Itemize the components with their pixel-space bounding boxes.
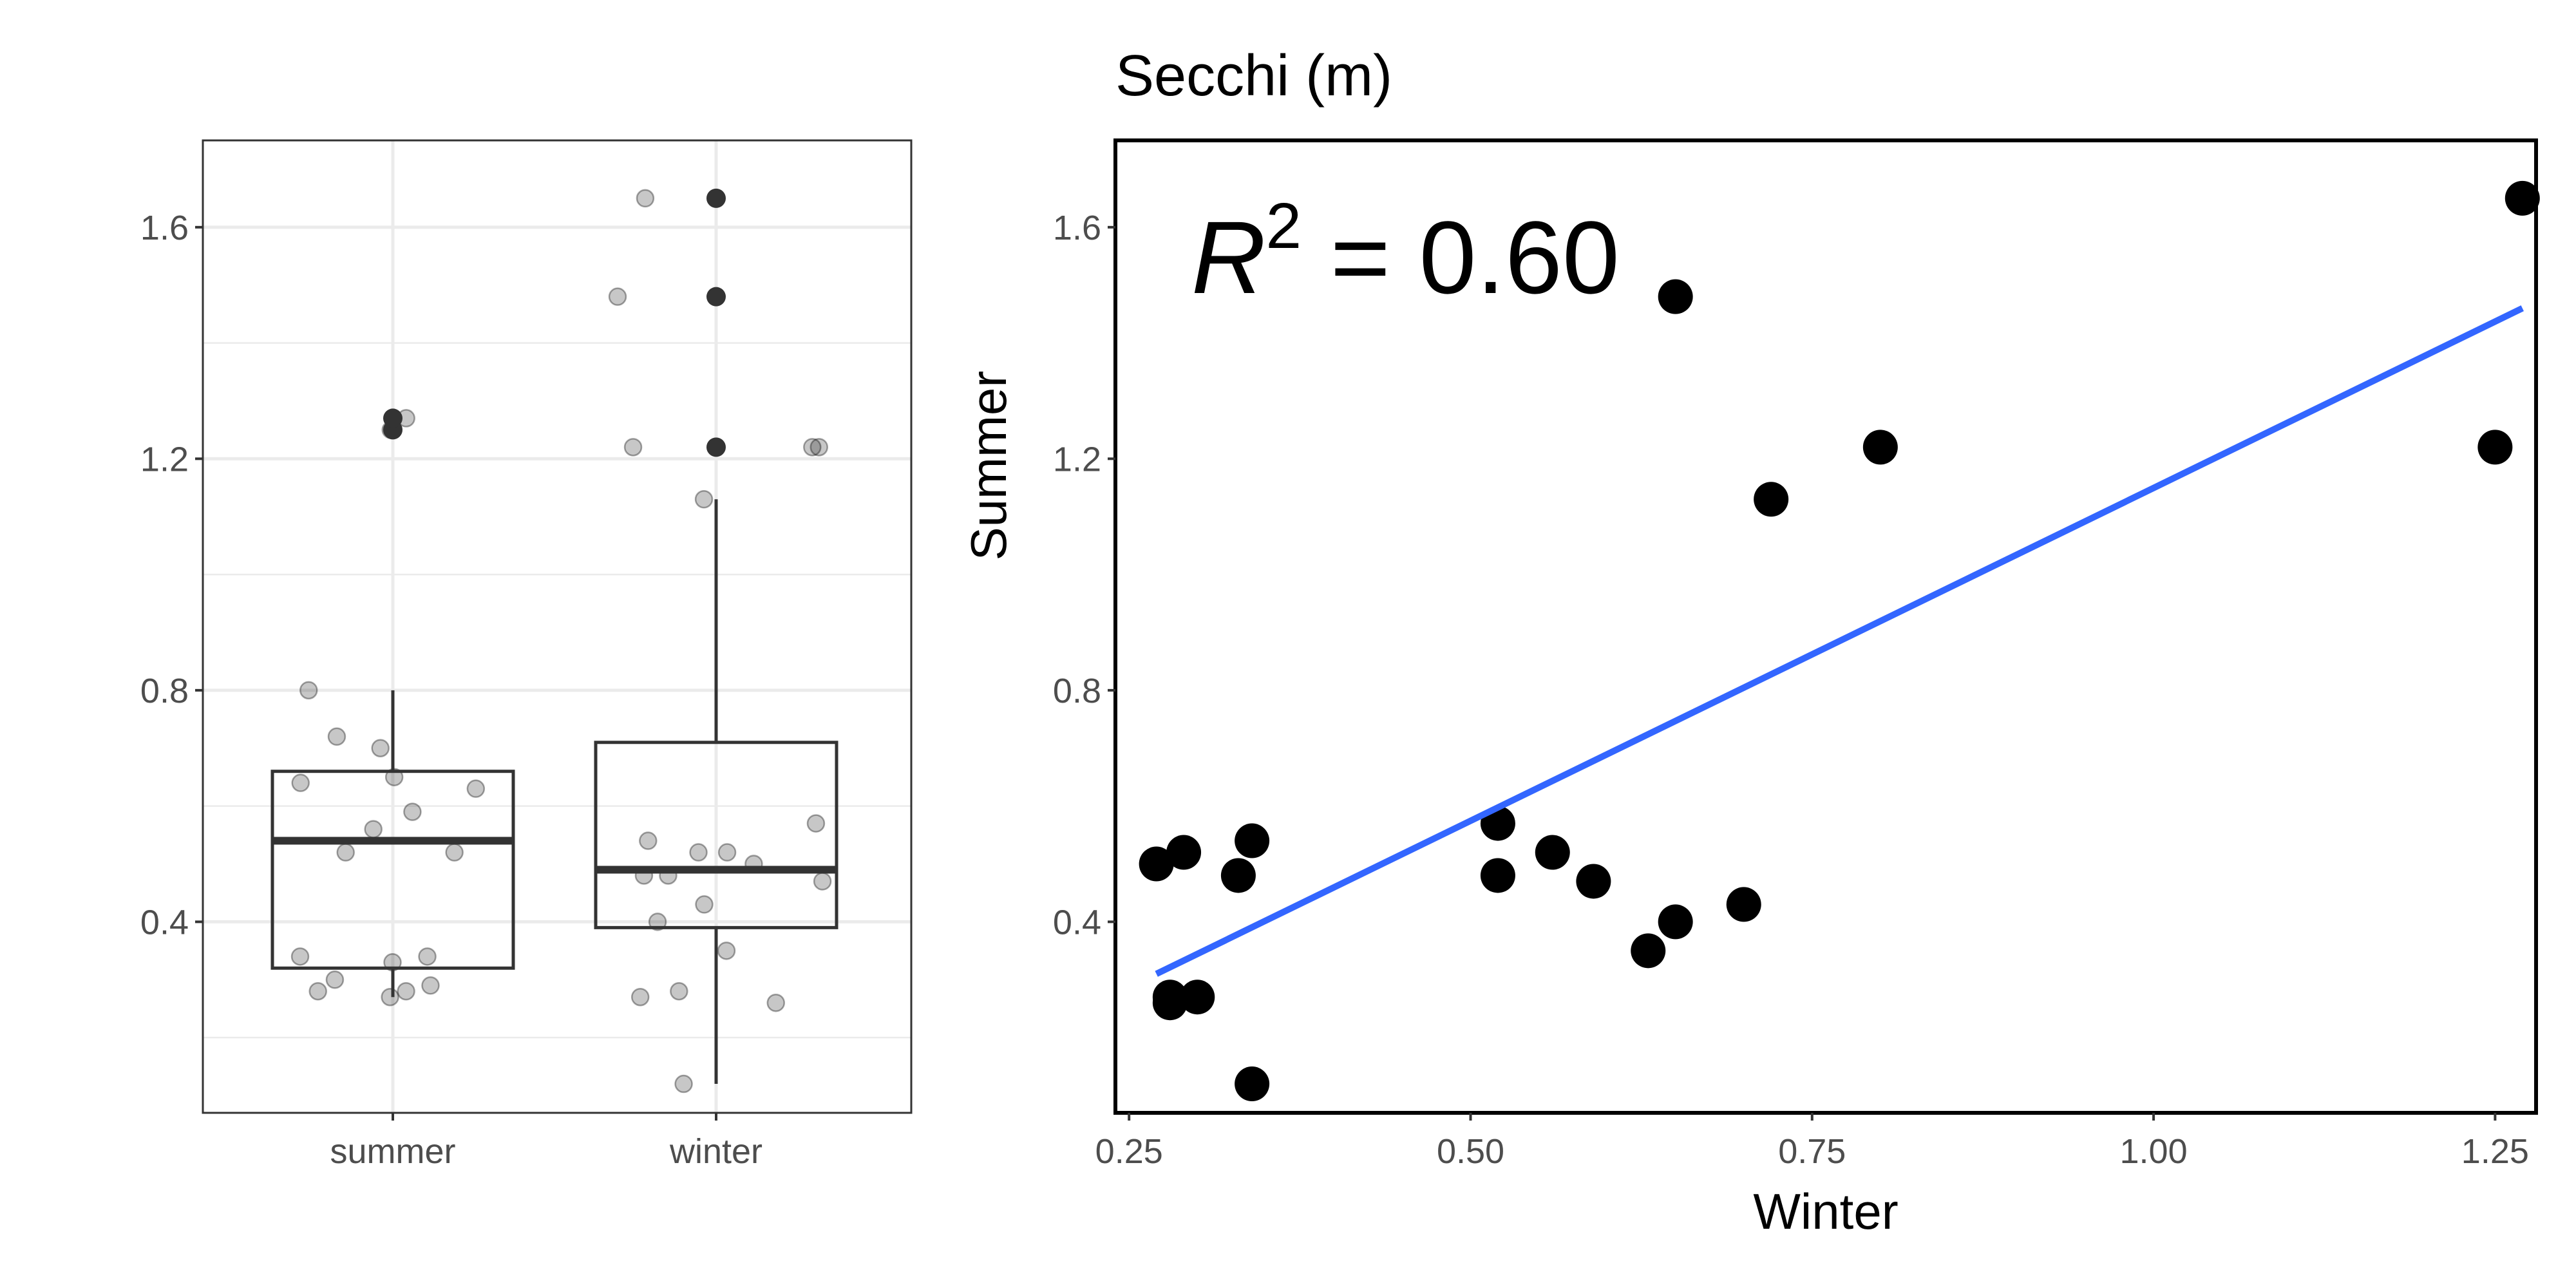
scatter-point xyxy=(1166,835,1202,870)
y-tick-label: 0.8 xyxy=(1053,672,1101,710)
jitter-point xyxy=(336,843,355,862)
scatter-panel-border xyxy=(1113,138,2538,1115)
scatter-title: Secchi (m) xyxy=(1115,44,1392,108)
outlier-point xyxy=(706,188,726,208)
jitter-point xyxy=(636,189,655,208)
boxplot-panel-border xyxy=(202,139,913,1114)
scatter-point xyxy=(1180,980,1215,1015)
y-tick-label: 1.2 xyxy=(1053,440,1101,478)
x-tick-label: 1.00 xyxy=(2120,1132,2188,1171)
outlier-point xyxy=(383,408,402,428)
jitter-point xyxy=(623,438,643,457)
jitter-point xyxy=(694,490,714,509)
scatter-panel: Secchi (m) R2 = 0.60 0.40.81.21.6 0.25 0.… xyxy=(960,44,2540,1240)
jitter-point xyxy=(308,982,327,1001)
jitter-point xyxy=(299,681,318,700)
jitter-point xyxy=(371,739,390,757)
scatter-point xyxy=(1139,846,1174,882)
scatter-point xyxy=(2477,430,2513,465)
scatter-point xyxy=(1658,904,1693,940)
scatter-point xyxy=(1235,1066,1270,1102)
x-tick-label: summer xyxy=(330,1132,455,1171)
x-tick-label: 0.75 xyxy=(1778,1132,1846,1171)
outlier-point xyxy=(706,437,726,457)
jitter-point xyxy=(806,814,826,833)
jitter-point xyxy=(689,843,708,862)
y-tick-label: 1.2 xyxy=(140,440,189,478)
y-tick-label: 1.6 xyxy=(140,209,189,247)
x-tick-label: 0.50 xyxy=(1437,1132,1504,1171)
jitter-point xyxy=(381,987,399,1007)
jitter-point xyxy=(717,942,736,960)
jitter-point xyxy=(695,895,714,914)
box xyxy=(270,770,515,970)
box xyxy=(594,741,838,929)
x-tick-label: winter xyxy=(669,1132,762,1171)
y-tick-label: 0.8 xyxy=(140,672,189,710)
regression-line xyxy=(1155,305,2524,977)
scatter-y-axis-title: Summer xyxy=(960,371,1017,561)
scatter-point xyxy=(1480,858,1515,893)
jitter-point xyxy=(670,982,688,1001)
boxplot-boxes xyxy=(270,188,838,1084)
r2-base: R xyxy=(1191,200,1266,315)
scatter-point xyxy=(1754,482,1789,517)
jitter-point xyxy=(630,987,650,1007)
y-tick-label: 0.4 xyxy=(1053,903,1101,942)
scatter-point xyxy=(1220,858,1256,893)
jitter-point xyxy=(803,438,822,457)
x-tick-label: 0.25 xyxy=(1095,1132,1163,1171)
scatter-point xyxy=(1535,835,1570,870)
boxplot-panel: 0.4 0.8 1.2 1.6 summer winter xyxy=(140,139,913,1171)
scatter-point xyxy=(1576,864,1611,899)
x-tick-label: 1.25 xyxy=(2461,1132,2529,1171)
jitter-point xyxy=(418,947,437,966)
scatter-point xyxy=(2505,180,2540,216)
scatter-point xyxy=(1235,823,1270,858)
boxplot-plot-area xyxy=(203,140,911,1113)
jitter-point xyxy=(766,993,786,1012)
scatter-point xyxy=(1658,279,1693,314)
scatter-x-axis: 0.25 0.50 0.75 1.00 1.25 xyxy=(1095,1113,2529,1171)
scatter-points xyxy=(1139,180,2540,1102)
scatter-point xyxy=(1862,430,1898,465)
jitter-point xyxy=(674,1074,693,1094)
scatter-point xyxy=(1152,985,1188,1021)
jitter-point xyxy=(290,947,310,966)
jitter-point xyxy=(466,779,486,798)
scatter-y-axis: 0.4 0.8 1.2 1.6 xyxy=(1053,209,1115,942)
jitter-point xyxy=(608,287,627,306)
jitter-point xyxy=(397,982,415,1001)
jitter-point xyxy=(364,820,383,838)
jitter-point xyxy=(403,802,422,821)
r-squared-annotation: R2 = 0.60 xyxy=(1191,190,1620,315)
y-tick-label: 0.4 xyxy=(140,903,189,942)
boxplot-x-axis: summer winter xyxy=(330,1113,762,1171)
jitter-point xyxy=(421,976,440,995)
jitter-point xyxy=(325,971,345,989)
scatter-plot-area xyxy=(1115,140,2536,1113)
jitter-point xyxy=(639,831,658,850)
y-tick-label: 1.6 xyxy=(1053,209,1101,247)
r2-value: = 0.60 xyxy=(1302,200,1620,315)
r2-superscript: 2 xyxy=(1266,190,1302,262)
scatter-point xyxy=(1631,933,1666,969)
scatter-point xyxy=(1726,887,1761,922)
scatter-x-axis-title: Winter xyxy=(1753,1183,1898,1240)
jitter-point xyxy=(291,773,310,792)
boxplot-y-axis: 0.4 0.8 1.2 1.6 xyxy=(140,209,203,942)
jitter-point xyxy=(810,438,829,457)
outlier-point xyxy=(706,287,726,307)
jitter-point xyxy=(717,843,737,862)
jitter-point xyxy=(445,843,464,862)
jitter-point xyxy=(327,727,346,746)
jitter-point xyxy=(813,872,832,891)
